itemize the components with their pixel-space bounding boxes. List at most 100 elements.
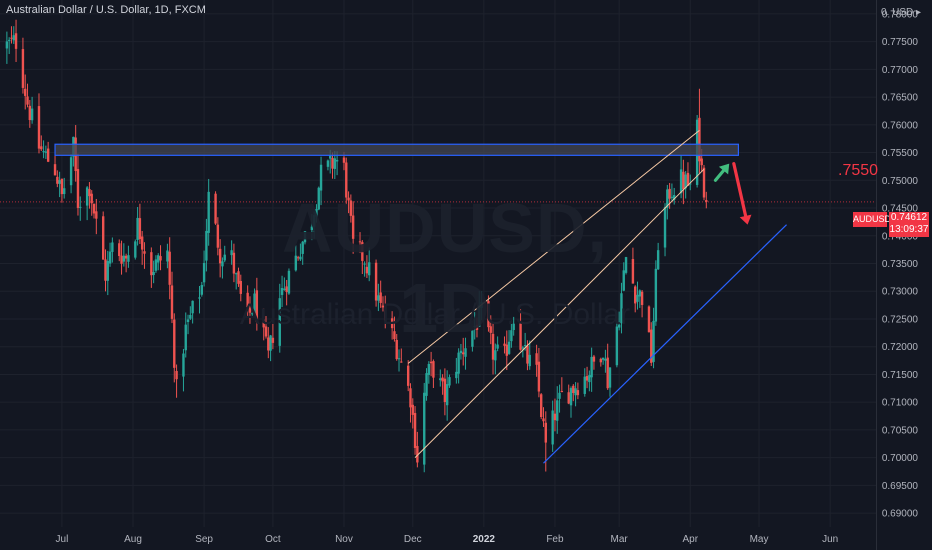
candle-body — [24, 88, 27, 96]
candle-body — [216, 224, 220, 248]
candle-body — [590, 356, 593, 378]
candle-body — [40, 146, 43, 150]
candle-body — [351, 215, 355, 239]
candle-body — [528, 354, 531, 367]
x-tick-label: Apr — [682, 534, 698, 545]
candle-body — [7, 39, 11, 41]
candle-body — [682, 171, 685, 190]
candle-body — [184, 324, 187, 351]
candle-body — [303, 231, 307, 243]
candle-body — [670, 196, 674, 198]
candle-body — [218, 248, 222, 264]
channel-upper-line — [407, 129, 700, 364]
candle-body — [702, 167, 706, 198]
x-tick-label: Oct — [265, 534, 281, 545]
candle-body — [606, 357, 609, 389]
last-price-badge: 0.74612 13:09:37 — [889, 212, 929, 237]
candle-body — [90, 193, 93, 204]
candle-body — [342, 157, 346, 163]
candle-body — [214, 193, 217, 224]
candle-body — [666, 189, 669, 208]
candle-body — [409, 388, 412, 408]
candle-body — [526, 345, 529, 364]
candle-body — [285, 286, 288, 292]
candle-body — [331, 158, 334, 169]
candle-body — [28, 105, 32, 121]
candle-body — [294, 255, 298, 271]
y-tick-label: 0.71000 — [882, 398, 919, 409]
candle-body — [349, 200, 353, 216]
candle-body — [542, 418, 545, 422]
currency-selector[interactable]: 0. USD ▸ — [880, 7, 922, 18]
y-tick-label: 0.70000 — [882, 453, 919, 464]
support-trendline — [543, 224, 787, 464]
candle-body — [140, 236, 144, 250]
x-tick-label: Feb — [546, 534, 564, 545]
candle-body — [189, 314, 192, 319]
candle-body — [358, 241, 362, 243]
candle-body — [390, 318, 394, 329]
candle-body — [223, 254, 226, 261]
candle-body — [624, 257, 628, 273]
candle-body — [663, 207, 667, 248]
candle-body — [507, 341, 511, 354]
candle-body — [53, 164, 57, 176]
candle-body — [262, 319, 265, 328]
candle-body — [283, 288, 286, 290]
candle-body — [269, 335, 272, 351]
arrow-down-head — [739, 214, 752, 225]
candle-body — [551, 410, 554, 445]
y-tick-label: 0.73500 — [882, 259, 919, 270]
candle-body — [512, 323, 515, 331]
y-tick-label: 0.72500 — [882, 314, 919, 325]
candle-body — [170, 285, 174, 319]
candle-body — [487, 300, 490, 328]
candle-body — [37, 106, 41, 149]
candle-body — [443, 378, 447, 403]
y-tick-label: 0.76500 — [882, 93, 919, 104]
candle-body — [108, 251, 112, 264]
candle-body — [111, 242, 114, 252]
candle-body — [46, 148, 50, 162]
candle-body — [377, 295, 380, 301]
candle-body — [489, 326, 492, 333]
candle-body — [620, 293, 623, 324]
candle-body — [539, 394, 543, 418]
candle-body — [592, 356, 596, 362]
candle-body — [650, 329, 653, 363]
candle-body — [95, 211, 98, 219]
candle-body — [230, 250, 233, 256]
candle-body — [634, 286, 637, 304]
candle-body — [510, 330, 513, 342]
candle-body — [698, 117, 701, 162]
candle-body — [601, 357, 605, 360]
candle-body — [200, 285, 204, 295]
candle-body — [56, 176, 59, 184]
y-tick-label: 0.73000 — [882, 287, 919, 298]
arrow-down-shaft — [732, 162, 748, 218]
candle-body — [537, 361, 541, 392]
candle-body — [455, 371, 458, 379]
x-tick-label: Mar — [611, 534, 629, 545]
candle-body — [599, 358, 603, 363]
candle-body — [368, 262, 371, 276]
candle-body — [574, 388, 577, 396]
candle-body — [560, 391, 564, 393]
candle-body — [441, 377, 444, 382]
candle-body — [198, 297, 201, 299]
candle-body — [684, 174, 687, 189]
candle-body — [182, 353, 185, 377]
candle-body — [30, 108, 34, 121]
candle-body — [462, 352, 465, 355]
candle-body — [280, 287, 284, 295]
price-annotation[interactable]: .7550 — [838, 162, 879, 179]
candle-body — [544, 422, 547, 443]
x-tick-label: Jun — [822, 534, 838, 545]
candle-body — [237, 271, 240, 284]
candle-body — [232, 252, 236, 274]
candle-body — [478, 305, 481, 327]
candle-body — [617, 324, 621, 328]
candle-body — [221, 261, 224, 267]
